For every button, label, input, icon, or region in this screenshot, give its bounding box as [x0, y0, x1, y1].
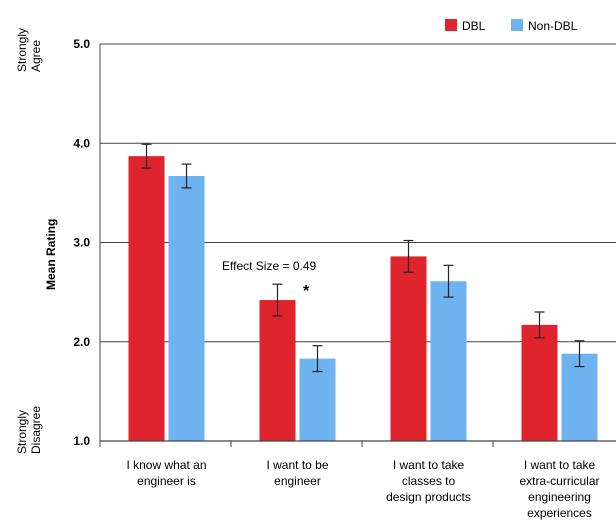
bar-dbl	[521, 324, 558, 441]
legend-swatch-dbl	[445, 19, 457, 31]
y-tick-labels: 5.0 4.0 3.0 2.0 1.0	[73, 37, 90, 448]
effect-size-annotation: Effect Size = 0.49	[222, 259, 316, 273]
y-tick-label: 5.0	[73, 37, 90, 51]
y-tick-label: 3.0	[73, 236, 90, 250]
error-bars	[141, 143, 585, 373]
y-tick-label: 4.0	[73, 136, 90, 150]
y-anchor-strongly-agree: StronglyAgree	[15, 28, 43, 72]
significance-star: *	[303, 283, 310, 300]
y-tick-label: 2.0	[73, 335, 90, 349]
legend-label-non-dbl: Non-DBL	[528, 19, 578, 33]
category-label: I want to take classes to design products	[386, 458, 471, 504]
bar-non-dbl	[430, 281, 467, 441]
y-axis-label: Mean Rating	[44, 219, 58, 290]
y-tick-label: 1.0	[73, 434, 90, 448]
category-label: I want to take extra-curricular engineerin…	[519, 458, 599, 520]
bar-dbl	[259, 300, 296, 441]
legend-label-dbl: DBL	[462, 19, 486, 33]
bars	[128, 156, 598, 441]
bar-non-dbl	[299, 358, 336, 441]
bar-non-dbl	[168, 176, 205, 441]
bar-dbl	[128, 156, 165, 441]
category-label: I want to be engineer	[266, 458, 328, 488]
x-axis	[99, 440, 616, 447]
bar-dbl	[390, 256, 427, 441]
legend: DBL Non-DBL	[445, 19, 578, 33]
category-label: I know what an engineer is	[126, 458, 206, 488]
category-labels: I know what an engineer is I want to be eng…	[126, 458, 599, 520]
y-anchor-strongly-disagree: StronglyDisagree	[15, 406, 43, 454]
legend-swatch-non-dbl	[511, 19, 523, 31]
bar-non-dbl	[561, 353, 598, 441]
